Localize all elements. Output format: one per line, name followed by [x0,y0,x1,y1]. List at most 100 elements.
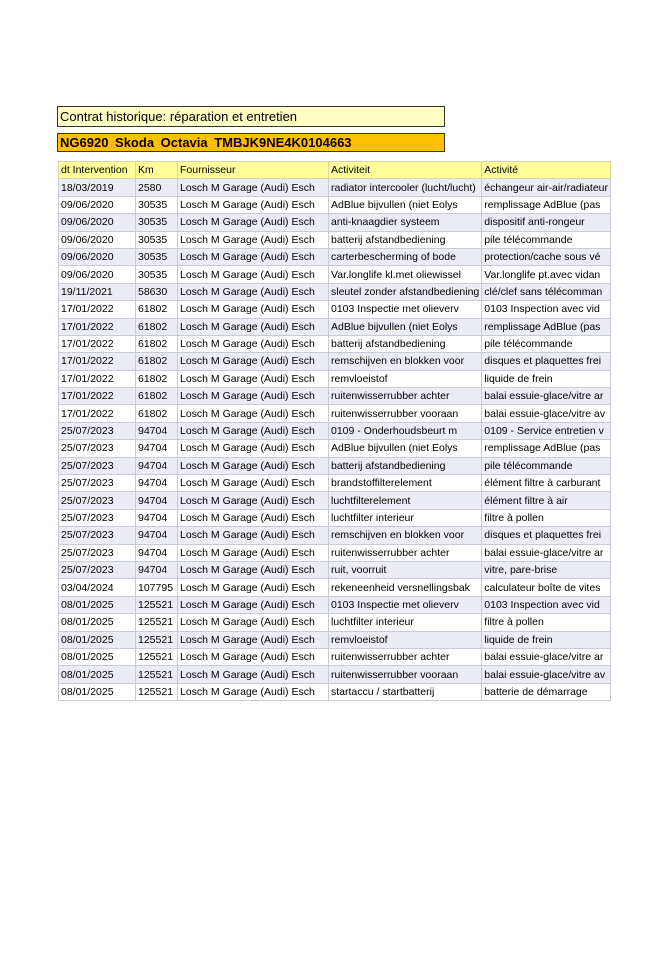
cell-km: 61802 [135,387,178,406]
cell-supplier: Losch M Garage (Audi) Esch [177,230,329,249]
cell-km: 125521 [135,595,178,615]
cell-activity-fr: protection/cache sous vé [481,247,612,267]
cell-activity-fr: pile télécommande [481,334,612,354]
table-row: 09/06/2020 30535 Losch M Garage (Audi) Esc… [58,247,612,267]
cell-activity-fr: liquide de frein [481,369,612,389]
cell-activity-nl: rekeneenheid versnellingsbak [327,578,483,597]
table-header-row: dt Intervention Km Fournisseur Activitei… [58,160,612,180]
cell-supplier: Losch M Garage (Audi) Esch [177,613,329,632]
cell-activity-fr: 0103 Inspection avec vid [481,300,612,319]
cell-date: 19/11/2021 [58,282,136,302]
cell-activity-nl: AdBlue bijvullen (niet Eolys [327,439,483,458]
cell-activity-fr: disques et plaquettes frei [481,352,612,371]
table-row: 25/07/2023 94704 Losch M Garage (Audi) Esc… [58,491,612,510]
cell-date: 25/07/2023 [58,456,136,476]
cell-date: 18/03/2019 [58,178,136,197]
cell-activity-nl: startaccu / startbatterij [327,682,483,702]
table-row: 08/01/2025 125521 Losch M Garage (Audi) Es… [58,647,612,667]
cell-activity-fr: élément filtre à carburant [481,474,612,493]
cell-activity-nl: radiator intercooler (lucht/lucht) [327,178,483,197]
cell-activity-fr: remplissage AdBlue (pas [481,317,612,336]
table-row: 17/01/2022 61802 Losch M Garage (Audi) Esc… [58,317,612,336]
cell-date: 08/01/2025 [58,647,136,667]
cell-activity-nl: batterij afstandbediening [327,230,483,249]
table-row: 08/01/2025 125521 Losch M Garage (Audi) Es… [58,682,612,702]
cell-km: 94704 [135,456,178,476]
cell-date: 09/06/2020 [58,213,136,232]
cell-km: 61802 [135,369,178,389]
cell-date: 25/07/2023 [58,421,136,441]
cell-supplier: Losch M Garage (Audi) Esch [177,526,329,545]
cell-date: 25/07/2023 [58,543,136,562]
cell-activity-fr: Var.longlife pt.avec vidan [481,265,612,284]
cell-activity-nl: carterbescherming of bode [327,247,483,267]
cell-activity-fr: filtre à pollen [481,613,612,632]
maintenance-history-table: dt Intervention Km Fournisseur Activitei… [58,160,612,702]
cell-supplier: Losch M Garage (Audi) Esch [177,491,329,510]
cell-supplier: Losch M Garage (Audi) Esch [177,421,329,441]
cell-km: 94704 [135,439,178,458]
header-supplier: Fournisseur [177,160,329,180]
cell-activity-fr: remplissage AdBlue (pas [481,195,612,215]
cell-supplier: Losch M Garage (Audi) Esch [177,178,329,197]
cell-date: 25/07/2023 [58,526,136,545]
cell-activity-nl: 0103 Inspectie met olieverv [327,300,483,319]
cell-km: 61802 [135,352,178,371]
cell-supplier: Losch M Garage (Audi) Esch [177,595,329,615]
cell-date: 25/07/2023 [58,491,136,510]
header-km: Km [135,160,178,180]
cell-km: 125521 [135,630,178,649]
cell-supplier: Losch M Garage (Audi) Esch [177,317,329,336]
cell-activity-fr: batterie de démarrage [481,682,612,702]
cell-km: 125521 [135,665,178,684]
cell-km: 94704 [135,508,178,528]
table-row: 25/07/2023 94704 Losch M Garage (Audi) Esc… [58,474,612,493]
cell-activity-fr: 0103 Inspection avec vid [481,595,612,615]
cell-date: 25/07/2023 [58,474,136,493]
cell-km: 94704 [135,526,178,545]
cell-supplier: Losch M Garage (Audi) Esch [177,404,329,423]
cell-km: 94704 [135,560,178,580]
cell-activity-nl: ruitenwisserrubber vooraan [327,404,483,423]
table-row: 19/11/2021 58630 Losch M Garage (Audi) Esc… [58,282,612,302]
cell-km: 94704 [135,491,178,510]
cell-date: 25/07/2023 [58,439,136,458]
vehicle-banner: NG6920 Skoda Octavia TMBJK9NE4K0104663 [57,133,445,152]
table-row: 17/01/2022 61802 Losch M Garage (Audi) Esc… [58,404,612,423]
cell-date: 09/06/2020 [58,247,136,267]
cell-activity-nl: anti-knaagdier systeem [327,213,483,232]
cell-km: 94704 [135,474,178,493]
cell-activity-nl: ruitenwisserrubber vooraan [327,665,483,684]
cell-km: 125521 [135,682,178,702]
cell-activity-nl: ruitenwisserrubber achter [327,387,483,406]
cell-activity-nl: ruit, voorruit [327,560,483,580]
table-row: 25/07/2023 94704 Losch M Garage (Audi) Esc… [58,508,612,528]
cell-date: 17/01/2022 [58,387,136,406]
cell-supplier: Losch M Garage (Audi) Esch [177,282,329,302]
cell-supplier: Losch M Garage (Audi) Esch [177,247,329,267]
cell-supplier: Losch M Garage (Audi) Esch [177,300,329,319]
cell-date: 17/01/2022 [58,404,136,423]
cell-supplier: Losch M Garage (Audi) Esch [177,352,329,371]
cell-date: 09/06/2020 [58,230,136,249]
cell-km: 61802 [135,317,178,336]
cell-activity-fr: vitre, pare-brise [481,560,612,580]
cell-supplier: Losch M Garage (Audi) Esch [177,543,329,562]
table-row: 17/01/2022 61802 Losch M Garage (Audi) Esc… [58,300,612,319]
cell-activity-fr: disques et plaquettes frei [481,526,612,545]
table-row: 25/07/2023 94704 Losch M Garage (Audi) Esc… [58,439,612,458]
cell-activity-fr: balai essuie-glace/vitre ar [481,647,612,667]
cell-date: 08/01/2025 [58,682,136,702]
cell-activity-fr: échangeur air-air/radiateur [481,178,612,197]
cell-date: 17/01/2022 [58,300,136,319]
cell-activity-nl: remvloeistof [327,630,483,649]
table-row: 25/07/2023 94704 Losch M Garage (Audi) Esc… [58,421,612,441]
cell-date: 17/01/2022 [58,369,136,389]
cell-activity-nl: batterij afstandbediening [327,456,483,476]
cell-date: 08/01/2025 [58,613,136,632]
cell-supplier: Losch M Garage (Audi) Esch [177,213,329,232]
table-row: 09/06/2020 30535 Losch M Garage (Audi) Esc… [58,213,612,232]
cell-km: 58630 [135,282,178,302]
cell-date: 08/01/2025 [58,665,136,684]
cell-activity-fr: balai essuie-glace/vitre ar [481,543,612,562]
